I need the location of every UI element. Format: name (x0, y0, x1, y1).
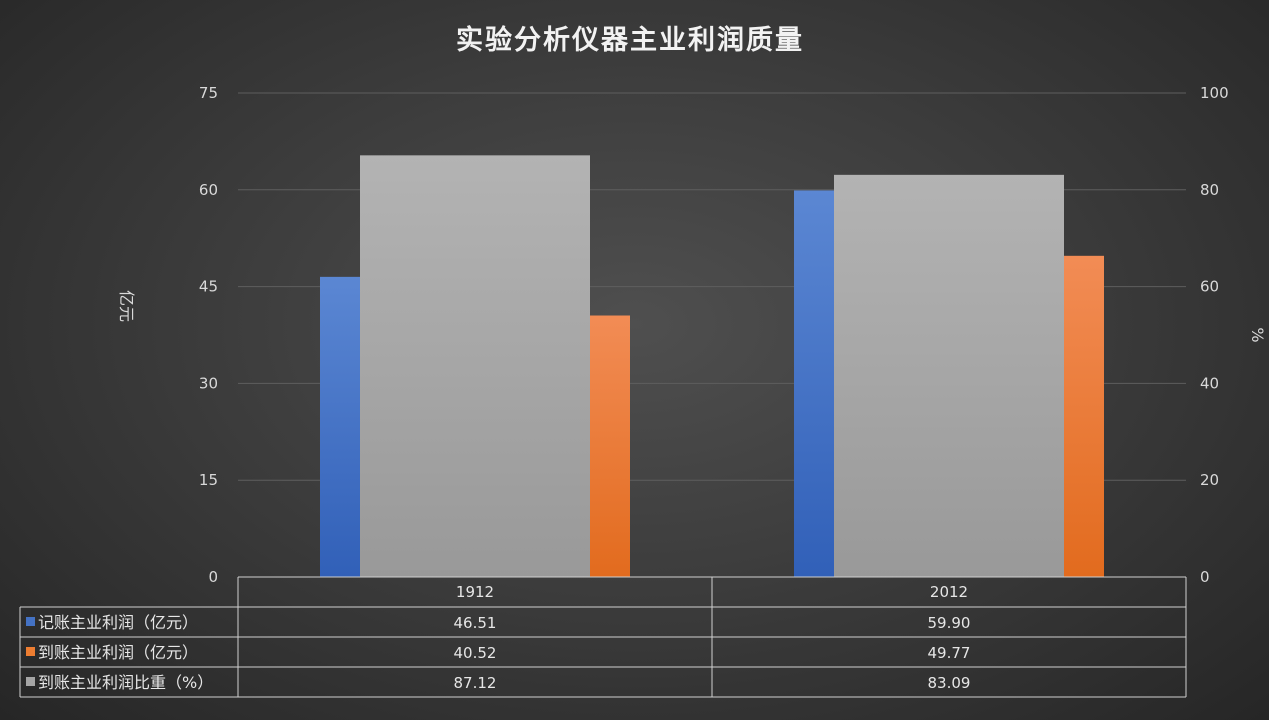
y-tick-label: 15 (199, 471, 218, 489)
chart-title: 实验分析仪器主业利润质量 (456, 24, 804, 56)
data-label: 40.52 (454, 644, 497, 662)
y-axis-ticks: 0 15 30 45 60 75 (199, 84, 218, 586)
data-table: 1912 2012 记账主业利润（亿元） 46.51 59.90 到账主业利润（亿元） 40… (19, 576, 1187, 698)
y-tick-label: 45 (199, 278, 218, 296)
y2-axis-ticks: 0 20 40 60 80 100 (1200, 84, 1229, 586)
legend-label: 到账主业利润（亿元） (38, 643, 198, 662)
bar-2012-series-2 (1064, 255, 1104, 577)
y-axis-title: 亿元 (117, 290, 136, 322)
y2-tick-label: 80 (1200, 181, 1219, 199)
bars (320, 155, 1104, 578)
y2-tick-label: 60 (1200, 278, 1219, 296)
bar-2012-series-3 (834, 174, 1064, 577)
x-tick-label: 1912 (456, 583, 494, 601)
y-tick-label: 60 (199, 181, 218, 199)
legend-key (26, 647, 35, 656)
y2-tick-label: 100 (1200, 84, 1229, 102)
y-tick-label: 0 (208, 568, 218, 586)
y2-tick-label: 20 (1200, 471, 1219, 489)
bar-2012-series-1 (794, 190, 834, 578)
y2-tick-label: 40 (1200, 374, 1219, 392)
data-label: 83.09 (928, 674, 971, 692)
x-tick-label: 2012 (930, 583, 968, 601)
data-label: 87.12 (454, 674, 497, 692)
data-label: 59.90 (928, 614, 971, 632)
y-tick-label: 75 (199, 84, 218, 102)
legend-label: 到账主业利润比重（%） (38, 673, 213, 692)
y-tick-label: 30 (199, 374, 218, 392)
data-label: 46.51 (454, 614, 497, 632)
legend-label: 记账主业利润（亿元） (38, 613, 198, 632)
legend-key (26, 617, 35, 626)
bar-1912-series-3 (360, 155, 590, 577)
y2-tick-label: 0 (1200, 568, 1210, 586)
bar-1912-series-2 (590, 315, 630, 577)
legend-key (26, 677, 35, 686)
y2-axis-title: % (1248, 327, 1267, 342)
bar-1912-series-1 (320, 276, 360, 577)
data-label: 49.77 (928, 644, 971, 662)
